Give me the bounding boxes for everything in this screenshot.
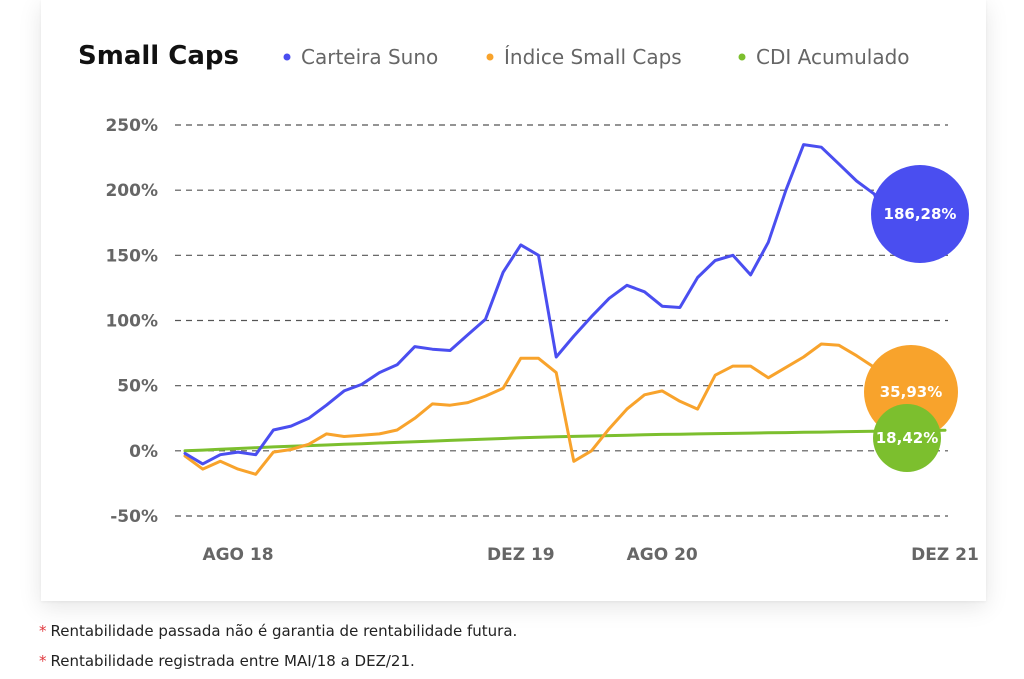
y-tick-label: -50% bbox=[110, 507, 158, 527]
x-tick-label: AGO 18 bbox=[202, 545, 273, 565]
y-tick-label: 150% bbox=[105, 246, 158, 266]
line-chart: Small Caps Carteira Suno Índice Small Caps… bbox=[78, 41, 979, 565]
x-tick-label: DEZ 21 bbox=[911, 545, 979, 565]
footnote-2: * Rentabilidade registrada entre MAI/18 a… bbox=[39, 652, 415, 670]
y-tick-label: 100% bbox=[105, 312, 158, 332]
legend-marker bbox=[738, 53, 746, 61]
legend-marker bbox=[486, 53, 494, 61]
y-tick-label: 50% bbox=[117, 377, 158, 397]
legend-label: Carteira Suno bbox=[301, 45, 438, 69]
end-value-label: 18,42% bbox=[876, 429, 938, 447]
legend-label: Índice Small Caps bbox=[504, 45, 682, 69]
series-line bbox=[183, 143, 929, 466]
end-value-bubble bbox=[871, 165, 969, 263]
footnote-marker: * bbox=[39, 652, 47, 670]
end-value-label: 186,28% bbox=[884, 205, 957, 223]
y-tick-label: 250% bbox=[105, 116, 158, 136]
series-line bbox=[183, 342, 947, 476]
footnote-marker: * bbox=[39, 622, 47, 640]
x-tick-label: DEZ 19 bbox=[487, 545, 555, 565]
end-value-bubble bbox=[873, 404, 941, 472]
y-tick-label: 200% bbox=[105, 181, 158, 201]
footnote-1: * Rentabilidade passada não é garantia de… bbox=[39, 622, 517, 640]
footnote-text: Rentabilidade passada não é garantia de … bbox=[50, 622, 518, 640]
footnote-text: Rentabilidade registrada entre MAI/18 a … bbox=[50, 652, 415, 670]
series-line bbox=[183, 428, 947, 453]
legend-label: CDI Acumulado bbox=[756, 45, 910, 69]
chart-card bbox=[41, 0, 986, 601]
x-tick-label: AGO 20 bbox=[627, 545, 698, 565]
legend-marker bbox=[283, 53, 291, 61]
y-tick-label: 0% bbox=[129, 442, 158, 462]
end-value-label: 35,93% bbox=[880, 383, 942, 401]
chart-title: Small Caps bbox=[78, 41, 239, 71]
